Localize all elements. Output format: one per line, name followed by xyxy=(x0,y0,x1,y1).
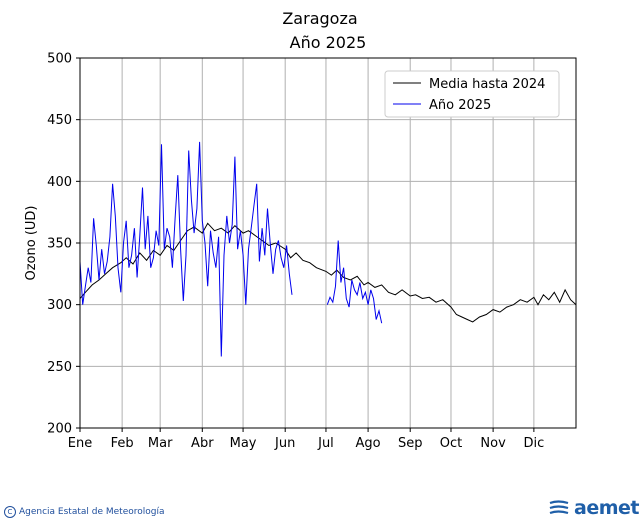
chart-title: Zaragoza xyxy=(282,9,357,28)
x-tick-label: Mar xyxy=(148,436,173,451)
legend: Media hasta 2024 Año 2025 xyxy=(384,70,560,118)
x-tick-label: Abr xyxy=(191,436,214,451)
y-tick-label: 300 xyxy=(47,298,72,313)
series-line-2025 xyxy=(79,141,293,357)
chart-subtitle: Año 2025 xyxy=(290,33,367,52)
y-tick-label: 350 xyxy=(47,237,72,252)
x-tick-label: Dic xyxy=(523,436,544,451)
aemet-logo-text: aemet xyxy=(574,497,639,519)
x-tick-label: Jun xyxy=(274,436,295,451)
legend-label-media: Media hasta 2024 xyxy=(429,77,545,92)
series-line-media xyxy=(79,222,577,323)
x-tick-label: Oct xyxy=(440,436,462,451)
x-tick-label: Sep xyxy=(398,436,423,451)
x-tick-label: Feb xyxy=(111,436,134,451)
x-tick-label: Ene xyxy=(68,436,92,451)
y-tick-label: 200 xyxy=(47,422,72,437)
grid xyxy=(80,58,576,428)
y-tick-label: 450 xyxy=(47,113,72,128)
chart: Ene Feb Mar Abr May Jun Jul Ago Sep Oct Nov Dic 200 2… xyxy=(24,9,577,452)
credit-text: Agencia Estatal de Meteorología xyxy=(19,507,165,517)
legend-box xyxy=(384,70,560,118)
series-line-2025-summer xyxy=(326,240,383,324)
y-tick-label: 500 xyxy=(47,52,72,67)
y-axis-label: Ozono (UD) xyxy=(24,205,39,280)
x-tick-label: Nov xyxy=(480,436,506,451)
legend-label-2025: Año 2025 xyxy=(429,98,491,113)
y-tick-label: 400 xyxy=(47,175,72,190)
footer-credit: C Agencia Estatal de Meteorología xyxy=(4,506,165,518)
y-tick-label: 250 xyxy=(47,360,72,375)
series-layer xyxy=(79,141,577,357)
ticks: Ene Feb Mar Abr May Jun Jul Ago Sep Oct Nov Dic 200 2… xyxy=(47,52,544,452)
copyright-icon: C xyxy=(4,506,16,518)
x-tick-label: May xyxy=(230,436,257,451)
aemet-logo-icon xyxy=(549,500,569,515)
aemet-logo: aemet xyxy=(548,497,639,519)
x-tick-label: Jul xyxy=(317,436,334,451)
x-tick-label: Ago xyxy=(356,436,381,451)
